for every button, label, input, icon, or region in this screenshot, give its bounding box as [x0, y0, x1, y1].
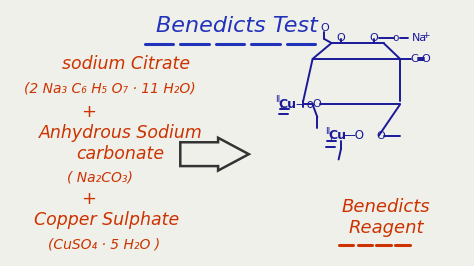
Text: sodium Citrate: sodium Citrate — [62, 55, 190, 73]
Text: —O: —O — [344, 129, 365, 142]
Text: O: O — [312, 99, 321, 109]
Text: +: + — [422, 31, 430, 40]
Text: II: II — [275, 95, 281, 105]
Text: o: o — [392, 33, 399, 43]
Text: I: I — [329, 134, 332, 143]
Text: I: I — [279, 103, 282, 112]
Text: O: O — [320, 23, 329, 34]
Text: Copper Sulphate: Copper Sulphate — [34, 211, 179, 229]
Text: O: O — [377, 131, 385, 141]
Text: Cu: Cu — [328, 129, 346, 142]
Text: II: II — [326, 127, 331, 136]
Text: O: O — [337, 33, 346, 43]
Text: Benedicts: Benedicts — [342, 198, 430, 216]
Text: +: + — [81, 190, 96, 208]
Text: Benedicts Test: Benedicts Test — [156, 16, 318, 36]
Text: Na: Na — [412, 33, 427, 43]
Text: O: O — [370, 33, 378, 43]
Text: C: C — [410, 54, 418, 64]
Text: —o: —o — [295, 98, 314, 111]
Polygon shape — [180, 138, 249, 171]
Text: O: O — [422, 54, 430, 64]
Text: Cu: Cu — [279, 98, 297, 111]
Text: ( Na₂CO₃): ( Na₂CO₃) — [67, 171, 133, 185]
Text: Anhydrous Sodium: Anhydrous Sodium — [38, 124, 202, 142]
Text: (2 Na₃ C₆ H₅ O₇ · 11 H₂O): (2 Na₃ C₆ H₅ O₇ · 11 H₂O) — [24, 81, 196, 95]
Text: carbonate: carbonate — [76, 145, 164, 163]
Text: +: + — [81, 103, 96, 121]
Text: (CuSO₄ · 5 H₂O ): (CuSO₄ · 5 H₂O ) — [48, 237, 160, 251]
Text: Reagent: Reagent — [348, 219, 424, 237]
